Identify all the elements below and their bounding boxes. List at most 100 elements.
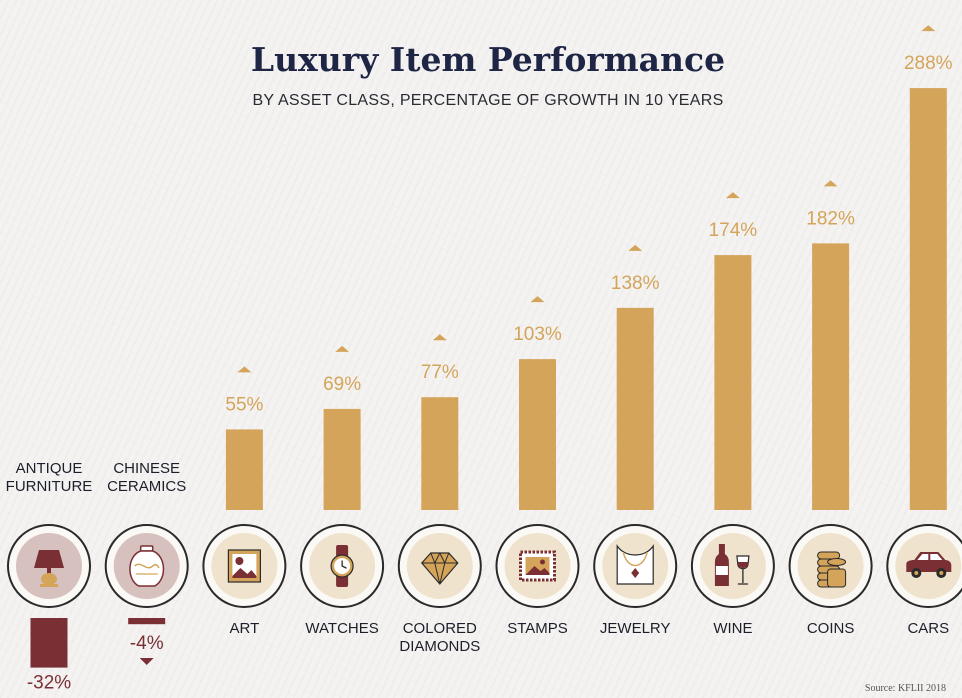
category-label-line: WINE: [713, 620, 752, 637]
category-label: COINS: [807, 620, 855, 637]
category-label: ANTIQUE FURNITURE: [6, 460, 93, 495]
necklace-pendant: [631, 568, 640, 578]
painting-hills: [232, 568, 257, 578]
lamp-icon: [34, 550, 64, 587]
car-icon: [906, 552, 952, 578]
lamp-base: [41, 573, 57, 585]
stamp-icon: [519, 550, 556, 582]
up-arrow: [237, 366, 252, 373]
bar-group: 138% JEWELRY: [593, 244, 678, 637]
bar-group: -4% CHINESE CERAMICS: [104, 460, 189, 665]
value-label: -32%: [27, 673, 71, 694]
stamp-image: [525, 566, 550, 575]
chart-subtitle: BY ASSET CLASS, PERCENTAGE OF GROWTH IN …: [252, 92, 724, 109]
category-label: WATCHES: [305, 620, 378, 637]
down-arrow: [139, 658, 154, 665]
category-label: WINE: [713, 620, 752, 637]
value-label: 174%: [709, 220, 758, 241]
value-label: 138%: [611, 273, 660, 294]
diamond-gem: [421, 552, 459, 585]
vase-icon: [129, 545, 165, 587]
category-label-line: CERAMICS: [107, 478, 186, 495]
car-body: [906, 552, 952, 572]
category-label-line: DIAMONDS: [399, 638, 480, 655]
bar: [812, 243, 850, 510]
up-arrow: [628, 244, 643, 251]
category-label: CARS: [907, 620, 949, 637]
coin-stack-side: [827, 568, 847, 588]
painting-sun: [235, 557, 244, 565]
bar: [323, 408, 361, 510]
coin: [817, 551, 841, 560]
up-arrow: [725, 192, 740, 199]
stamp-sun: [540, 559, 545, 565]
vase-body: [129, 550, 165, 587]
source-note: Source: KFLII 2018: [864, 683, 946, 694]
bar-group: 55% ART: [202, 366, 287, 637]
category-label-line: CARS: [907, 620, 949, 637]
bar-group: -32% ANTIQUE FURNITURE: [6, 460, 93, 694]
category-label: ART: [230, 620, 260, 637]
bar-group: 288% CARS: [886, 25, 962, 637]
up-arrow: [432, 334, 447, 341]
category-label: COLORED DIAMONDS: [399, 620, 480, 655]
bar: [714, 255, 752, 510]
diamond-facets: [421, 552, 458, 585]
bar: [421, 397, 459, 510]
wine-icon: [714, 544, 750, 586]
bar-group: 103% STAMPS: [495, 296, 580, 637]
value-label: 69%: [323, 374, 361, 395]
value-label: 55%: [225, 394, 263, 415]
category-label-line: COLORED: [403, 620, 477, 637]
bar-group: 174% WINE: [690, 192, 775, 637]
watch-hands: [341, 560, 347, 569]
value-label: -4%: [130, 633, 164, 654]
car-hub-rear: [939, 571, 944, 575]
watch-icon: [330, 545, 354, 587]
up-arrow: [335, 345, 350, 352]
up-arrow: [921, 25, 936, 32]
chart-title: Luxury Item Performance: [250, 40, 726, 79]
lamp-shade: [34, 550, 64, 568]
category-label-line: ANTIQUE: [16, 460, 83, 477]
category-label: CHINESE CERAMICS: [107, 460, 186, 495]
bar: [30, 618, 68, 668]
value-label: 103%: [513, 324, 562, 345]
painting-icon: [227, 549, 261, 583]
bar-group: 182% COINS: [788, 180, 873, 637]
wine-bottle: [714, 544, 729, 586]
up-arrow: [823, 180, 838, 187]
category-label-line: FURNITURE: [6, 478, 93, 495]
icon-background: [699, 533, 766, 599]
necklace-chain: [622, 551, 648, 567]
bar-group: 77% COLORED DIAMONDS: [397, 334, 482, 655]
vase-pattern: [134, 563, 160, 569]
category-label-line: JEWELRY: [600, 620, 671, 637]
wine-label: [715, 566, 728, 575]
bar: [616, 307, 654, 510]
category-label-line: STAMPS: [507, 620, 568, 637]
lamp-foot: [40, 584, 58, 587]
lamp-stem: [47, 568, 51, 574]
bar: [909, 88, 947, 510]
necklace-icon: [616, 544, 654, 585]
bar: [225, 429, 263, 510]
bar: [128, 618, 166, 625]
category-label-line: WATCHES: [305, 620, 378, 637]
category-label: STAMPS: [507, 620, 568, 637]
car-hub-front: [914, 571, 919, 575]
car-windows: [917, 554, 943, 560]
wine-liquid: [737, 562, 748, 568]
wine-stem: [737, 569, 748, 585]
bar-group: 69% WATCHES: [300, 345, 385, 637]
bar: [519, 359, 556, 510]
category-label-line: CHINESE: [113, 460, 180, 477]
coin-top: [827, 558, 847, 566]
up-arrow: [530, 296, 545, 303]
category-label-line: ART: [230, 620, 260, 637]
value-label: 288%: [904, 53, 953, 74]
category-label-line: COINS: [807, 620, 855, 637]
coins-icon: [817, 551, 847, 588]
value-label: 77%: [421, 362, 459, 383]
